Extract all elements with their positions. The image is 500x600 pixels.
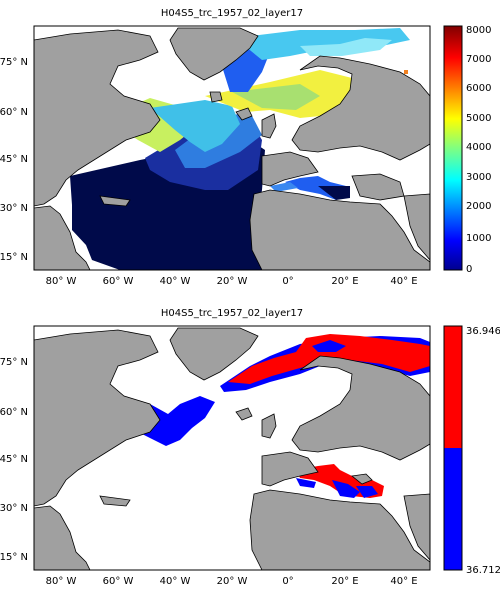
lon-label-40w: 40° W xyxy=(160,576,191,587)
land-masses xyxy=(34,327,430,570)
lon-label-60w: 60° W xyxy=(103,576,134,587)
map-frame xyxy=(33,325,431,571)
lat-label-15n: 15° N xyxy=(0,552,28,563)
colorbar-tick-2000: 2000 xyxy=(466,201,491,212)
colorbar-bottom-label: 36.712 xyxy=(466,565,500,576)
lat-label-45n: 45° N xyxy=(0,454,28,465)
map-area xyxy=(34,26,430,270)
map-title: H04S5_trc_1957_02_layer17 xyxy=(161,308,303,319)
lon-label-0: 0° xyxy=(282,276,293,287)
lon-label-40w: 40° W xyxy=(160,276,191,287)
colorbar-tick-8000: 8000 xyxy=(466,25,491,36)
map-panel-top: H04S5_trc_1957_02_layer17 xyxy=(0,8,491,287)
latitude-labels: 75° N 60° N 45° N 30° N 15° N xyxy=(0,357,28,563)
latitude-labels: 75° N 60° N 45° N 30° N 15° N xyxy=(0,57,28,263)
lat-label-60n: 60° N xyxy=(0,407,28,418)
lat-label-45n: 45° N xyxy=(0,154,28,165)
lon-label-20e: 20° E xyxy=(331,276,358,287)
colorbar-tick-0: 0 xyxy=(466,264,472,275)
colorbar-tick-1000: 1000 xyxy=(466,233,491,244)
lat-label-30n: 30° N xyxy=(0,203,28,214)
lon-label-80w: 80° W xyxy=(46,576,77,587)
lat-label-15n: 15° N xyxy=(0,252,28,263)
lon-label-60w: 60° W xyxy=(103,276,134,287)
colorbar-top-label: 36.946 xyxy=(466,326,500,337)
map-title: H04S5_trc_1957_02_layer17 xyxy=(161,8,303,19)
lon-label-40e: 40° E xyxy=(390,276,417,287)
colorbar-tick-6000: 6000 xyxy=(466,83,491,94)
lat-label-75n: 75° N xyxy=(0,357,28,368)
lat-label-60n: 60° N xyxy=(0,107,28,118)
longitude-labels: 80° W 60° W 40° W 20° W 0° 20° E 40° E xyxy=(46,576,418,587)
colorbar-tick-7000: 7000 xyxy=(466,54,491,65)
land-masses xyxy=(34,27,430,270)
lon-label-0: 0° xyxy=(282,576,293,587)
map-frame xyxy=(33,25,431,271)
tracer-field xyxy=(70,28,410,270)
lat-label-30n: 30° N xyxy=(0,503,28,514)
lon-label-20w: 20° W xyxy=(217,276,248,287)
lon-label-20w: 20° W xyxy=(217,576,248,587)
colorbar-tick-4000: 4000 xyxy=(466,142,491,153)
colorbar-lower-segment xyxy=(444,448,462,570)
colorbar-frame xyxy=(443,325,463,571)
colorbar-tick-5000: 5000 xyxy=(466,113,491,124)
colorbar-binary: 36.946 36.712 xyxy=(443,325,500,576)
map-panel-bottom: H04S5_trc_1957_02_layer17 xyxy=(0,308,500,587)
colorbar-gradient xyxy=(443,25,463,271)
colorbar-upper-segment xyxy=(444,326,462,448)
lat-label-75n: 75° N xyxy=(0,57,28,68)
map-area xyxy=(34,326,430,570)
lon-label-80w: 80° W xyxy=(46,276,77,287)
lon-label-20e: 20° E xyxy=(331,576,358,587)
colorbar-tick-3000: 3000 xyxy=(466,172,491,183)
longitude-labels: 80° W 60° W 40° W 20° W 0° 20° E 40° E xyxy=(46,276,418,287)
colorbar-continuous: 8000 7000 6000 5000 4000 3000 2000 1000 … xyxy=(443,25,491,275)
colorbar-ticks: 8000 7000 6000 5000 4000 3000 2000 1000 … xyxy=(466,25,491,275)
lon-label-40e: 40° E xyxy=(390,576,417,587)
